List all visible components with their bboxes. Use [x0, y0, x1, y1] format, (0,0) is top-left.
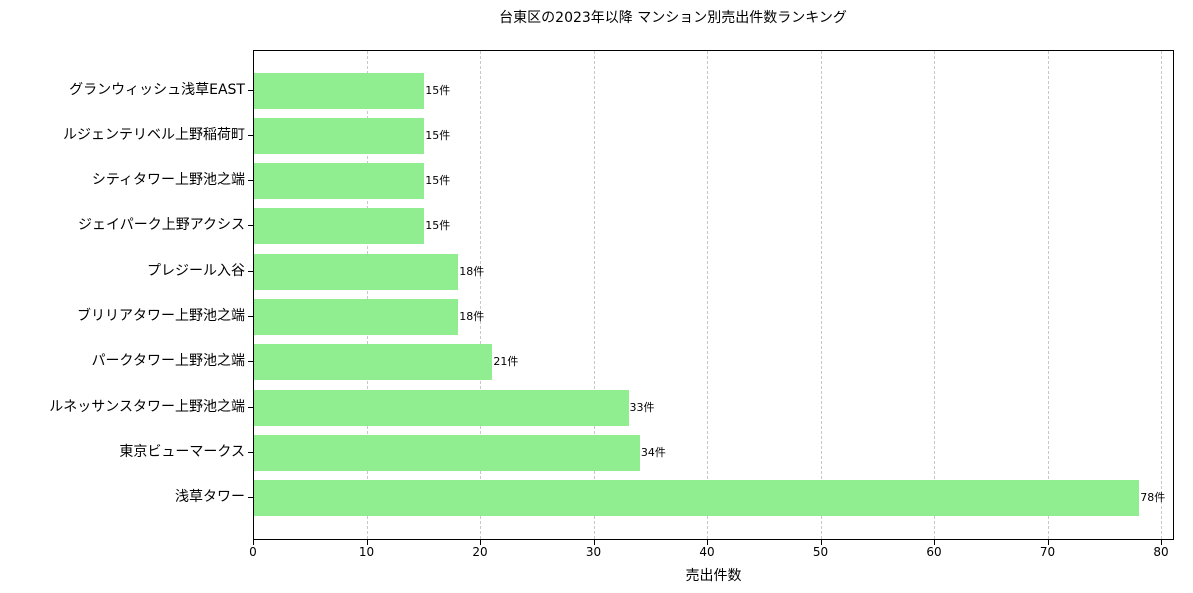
x-tick [593, 540, 595, 545]
x-tick [820, 540, 822, 545]
chart-title: 台東区の2023年以降 マンション別売出件数ランキング [499, 10, 847, 26]
y-tick [248, 180, 253, 181]
y-tick [248, 361, 253, 362]
y-tick-label: グランウィッシュ浅草EAST [69, 82, 245, 98]
y-tick [248, 497, 253, 498]
gridline [934, 51, 935, 539]
bar-value-label: 15件 [425, 129, 451, 142]
x-tick-label: 40 [699, 545, 715, 559]
y-tick [248, 271, 253, 272]
bar [254, 163, 425, 199]
gridline [1047, 51, 1049, 539]
y-tick [248, 316, 253, 317]
x-tick-label: 80 [1153, 545, 1169, 559]
x-tick [934, 540, 935, 545]
y-tick-label: 東京ビューマークス [119, 444, 245, 460]
x-tick [707, 540, 708, 545]
y-tick-label: 浅草タワー [175, 489, 245, 505]
x-tick-label: 70 [1039, 545, 1056, 559]
bar [254, 118, 425, 154]
gridline [1161, 51, 1162, 539]
bar-value-label: 15件 [425, 174, 451, 187]
x-tick [366, 540, 368, 545]
gridline [707, 51, 708, 539]
x-axis-label: 売出件数 [685, 568, 742, 584]
bar [254, 435, 640, 471]
bar-value-label: 18件 [459, 310, 485, 323]
bar-value-label: 21件 [493, 355, 519, 368]
y-tick [248, 90, 253, 91]
x-tick-label: 30 [585, 545, 602, 559]
bar [254, 208, 425, 244]
y-tick [248, 407, 253, 408]
y-tick-label: ルジェンテリベル上野稲荷町 [63, 127, 245, 143]
bar [254, 480, 1140, 516]
bar-value-label: 15件 [425, 84, 451, 97]
y-tick-label: プレジール入谷 [147, 263, 245, 279]
x-tick-label: 0 [249, 545, 257, 559]
plot-area: 15件 15件 15件 15件 18件 18件 21件 33件 34件 78件 [253, 50, 1174, 540]
x-tick [1161, 540, 1162, 545]
y-tick [248, 135, 253, 136]
x-tick [480, 540, 481, 545]
y-tick [248, 225, 253, 226]
bar [254, 254, 459, 290]
x-tick-label: 20 [472, 545, 488, 559]
bar-value-label: 34件 [640, 446, 666, 459]
bar-value-label: 18件 [459, 265, 485, 278]
gridline [366, 51, 368, 539]
bar [254, 390, 629, 426]
x-tick [253, 540, 254, 545]
bar-value-label: 15件 [425, 219, 451, 232]
x-tick-label: 60 [926, 545, 942, 559]
x-tick-label: 10 [358, 545, 375, 559]
bar [254, 73, 425, 109]
y-tick-label: ブリリアタワー上野池之端 [77, 308, 245, 324]
y-tick-label: パークタワー上野池之端 [91, 353, 245, 369]
y-tick-label: シティタワー上野池之端 [91, 172, 245, 188]
bar [254, 344, 493, 380]
bar-value-label: 33件 [629, 401, 655, 414]
gridline [820, 51, 822, 539]
x-tick-label: 50 [812, 545, 829, 559]
gridline [593, 51, 595, 539]
gridline [480, 51, 481, 539]
x-tick [1047, 540, 1049, 545]
y-tick [248, 452, 253, 453]
y-tick-label: ルネッサンスタワー上野池之端 [49, 399, 245, 415]
y-tick-label: ジェイパーク上野アクシス [77, 217, 245, 233]
bar-value-label: 78件 [1140, 491, 1166, 504]
bar [254, 299, 459, 335]
